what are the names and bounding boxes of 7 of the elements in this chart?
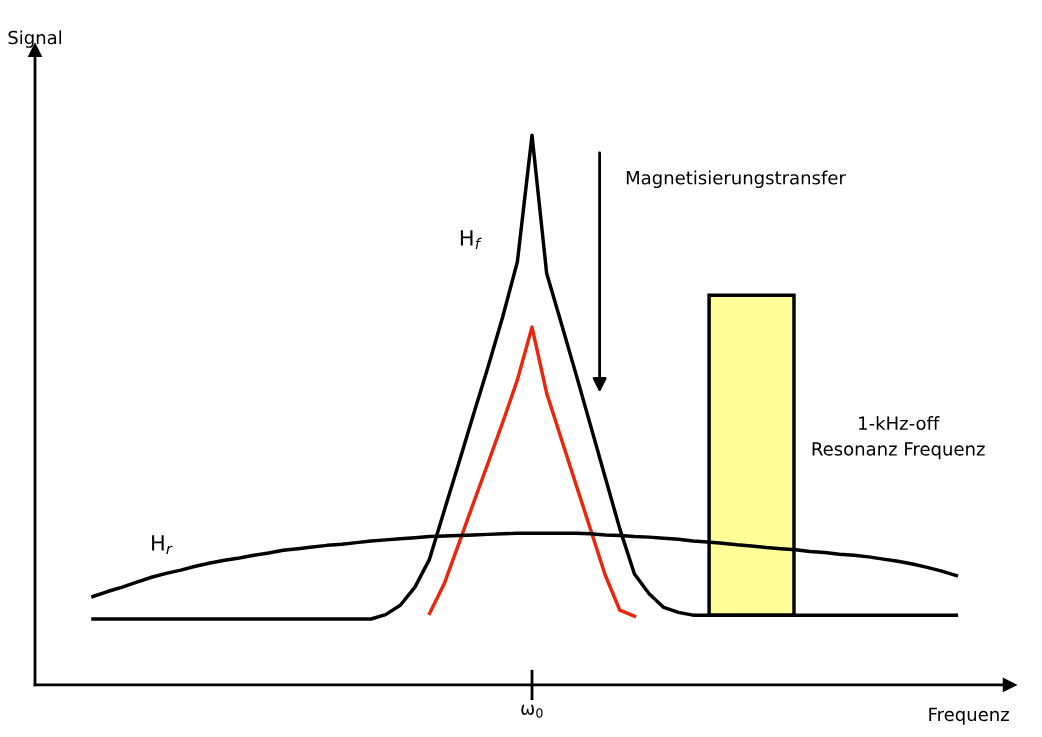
text: Signal [8, 30, 62, 48]
annotation: Magnetisierungstransfer [626, 170, 846, 189]
series-label: H$_{r}$ [152, 535, 173, 554]
x-axis-title: Frequenz [929, 707, 1009, 725]
text: ω$_{0}$ [521, 704, 543, 718]
series-label: H$_{f}$ [460, 230, 482, 249]
annotation: 1-kHz-off Resonanz Frequenz [812, 416, 985, 460]
